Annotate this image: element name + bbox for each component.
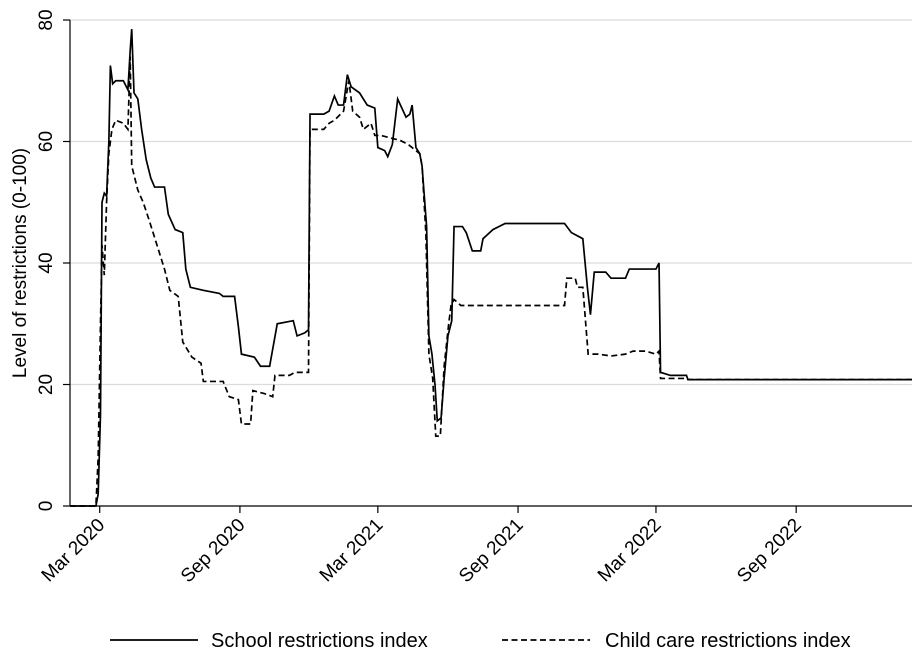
legend: School restrictions index Child care rest… — [110, 630, 851, 652]
series-line-school — [70, 29, 912, 507]
legend-label: School restrictions index — [211, 630, 428, 652]
series-line-child-care — [70, 56, 912, 507]
x-tick-label: Mar 2022 — [594, 515, 666, 587]
y-tick-label: 40 — [36, 252, 57, 273]
x-tick-label: Sep 2021 — [455, 515, 527, 587]
x-tick-label: Mar 2020 — [38, 515, 110, 587]
y-tick-label: 80 — [36, 9, 57, 30]
y-tick-label: 0 — [36, 501, 57, 512]
gridlines — [70, 19, 912, 386]
x-ticks: Mar 2020 Sep 2020 Mar 2021 Sep 2021 Mar 2022… — [38, 506, 806, 587]
y-tick-label: 20 — [36, 374, 57, 395]
x-tick-label: Mar 2021 — [316, 515, 388, 587]
legend-label: Child care restrictions index — [605, 630, 851, 652]
y-ticks: 0 20 40 60 80 — [36, 9, 70, 511]
y-axis-title: Level of restrictions (0-100) — [10, 148, 31, 378]
x-tick-label: Sep 2022 — [733, 515, 805, 587]
y-tick-label: 60 — [36, 131, 57, 152]
series-layer — [70, 29, 912, 507]
x-tick-label: Sep 2020 — [177, 515, 249, 587]
